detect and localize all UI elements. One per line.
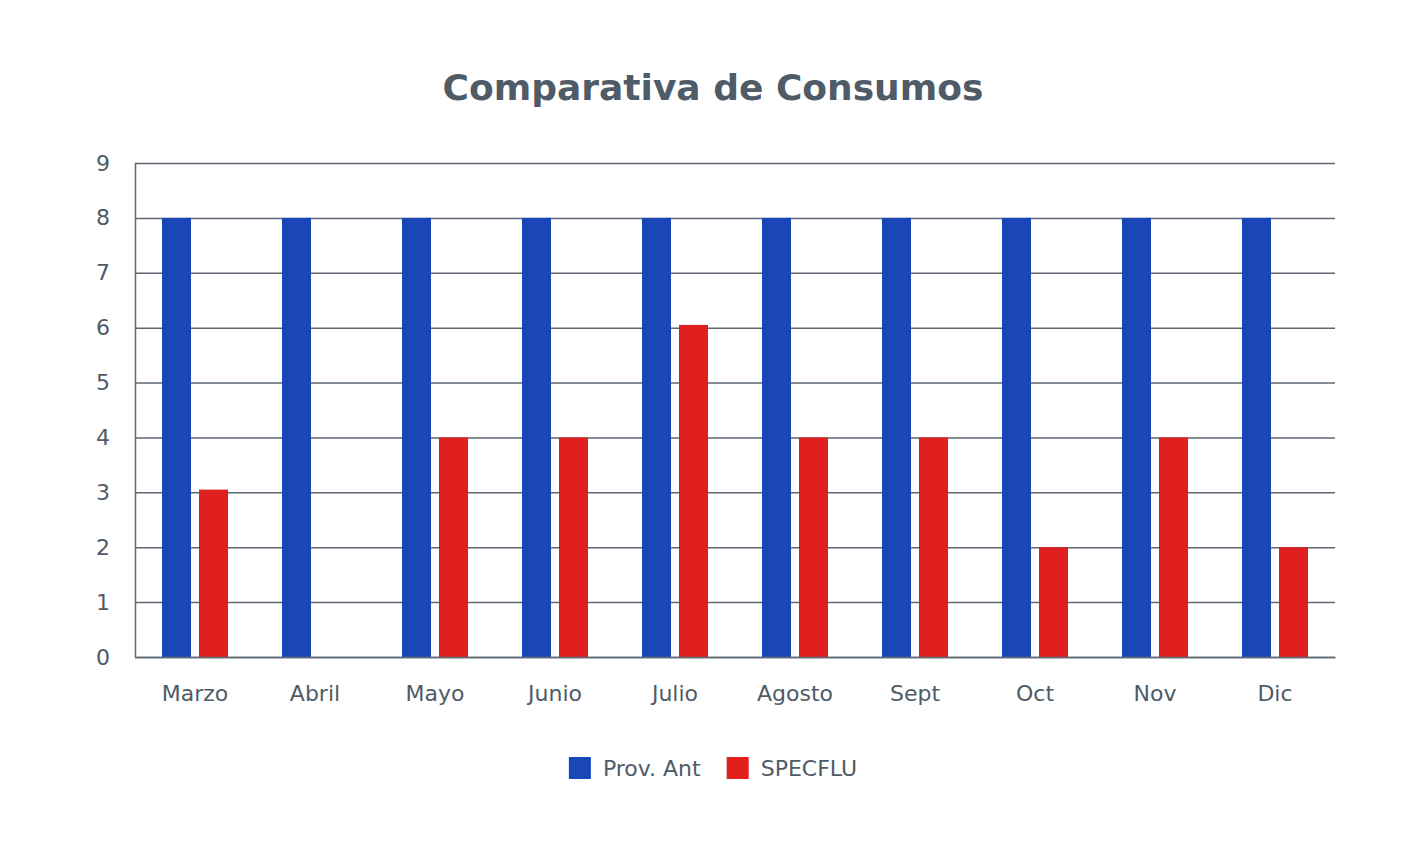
bar — [439, 437, 468, 657]
title: Comparativa de Consumos — [443, 67, 984, 108]
bar — [799, 437, 828, 657]
grid-line — [135, 163, 1335, 165]
bar — [1039, 547, 1068, 657]
bar — [199, 490, 228, 657]
bar — [919, 437, 948, 657]
bar — [402, 218, 431, 657]
y-axis-line — [135, 164, 137, 658]
grid-line — [135, 657, 1335, 659]
x-tick: Junio — [526, 657, 582, 706]
bar — [1279, 547, 1308, 657]
y-tick-label: 0 — [96, 645, 110, 670]
x-tick: Julio — [650, 657, 698, 706]
x-tick-label: Nov — [1134, 681, 1177, 706]
series-bars — [162, 218, 1271, 657]
x-tick: Abril — [290, 657, 340, 706]
grid-line — [135, 273, 1335, 275]
x-tick-label: Dic — [1257, 681, 1292, 706]
y-tick-label: 7 — [96, 260, 110, 285]
grid-line — [135, 437, 1335, 439]
bar — [642, 218, 671, 657]
grid-line — [135, 218, 1335, 220]
grid-line — [135, 492, 1335, 494]
legend-label: Prov. Ant — [603, 756, 701, 781]
y-tick-label: 3 — [96, 480, 110, 505]
bar — [522, 218, 551, 657]
grid-line — [135, 382, 1335, 384]
grid-line — [135, 327, 1335, 329]
x-tick: Oct — [1016, 657, 1054, 706]
bar — [762, 218, 791, 657]
bar — [559, 437, 588, 657]
x-tick-label: Mayo — [406, 681, 465, 706]
x-tick-label: Agosto — [757, 681, 833, 706]
x-tick: Sept — [890, 657, 940, 706]
x-tick: Mayo — [406, 657, 465, 706]
bar — [1159, 437, 1188, 657]
legend-label: SPECFLU — [761, 756, 857, 781]
y-axis: 0 1 2 3 4 5 6 7 8 9 — [96, 151, 1335, 670]
chart: Comparativa de Consumos 0 1 2 3 4 5 6 7 8 9 Marzo Ab… — [0, 0, 1426, 848]
x-tick: Agosto — [757, 657, 833, 706]
bar — [1002, 218, 1031, 657]
grid-line — [135, 547, 1335, 549]
bar — [1122, 218, 1151, 657]
x-tick: Dic — [1257, 657, 1292, 706]
x-tick-label: Abril — [290, 681, 340, 706]
bar — [679, 325, 708, 657]
y-tick-label: 5 — [96, 370, 110, 395]
bars — [162, 218, 1308, 657]
bar — [882, 218, 911, 657]
x-axis-line — [136, 657, 1336, 659]
bar — [1242, 218, 1271, 657]
x-tick-label: Junio — [526, 681, 582, 706]
x-axis: Marzo Abril Mayo Junio Julio Agosto Sept Oct Nov… — [136, 657, 1336, 706]
legend-swatch — [727, 757, 749, 779]
x-tick: Marzo — [162, 657, 229, 706]
bar — [282, 218, 311, 657]
y-tick-label: 4 — [96, 425, 110, 450]
x-tick-label: Oct — [1016, 681, 1054, 706]
x-tick-label: Sept — [890, 681, 940, 706]
bar — [162, 218, 191, 657]
x-tick-label: Julio — [650, 681, 698, 706]
y-tick-label: 1 — [96, 590, 110, 615]
x-tick: Nov — [1134, 657, 1177, 706]
legend: Prov. Ant SPECFLU — [569, 756, 857, 781]
x-tick-label: Marzo — [162, 681, 229, 706]
series-bars — [199, 325, 1308, 657]
y-tick-label: 6 — [96, 315, 110, 340]
grid-line — [135, 602, 1335, 604]
y-tick: 9 — [96, 151, 1335, 176]
y-tick-label: 2 — [96, 535, 110, 560]
y-tick-label: 8 — [96, 205, 110, 230]
legend-swatch — [569, 757, 591, 779]
y-tick-label: 9 — [96, 151, 110, 176]
